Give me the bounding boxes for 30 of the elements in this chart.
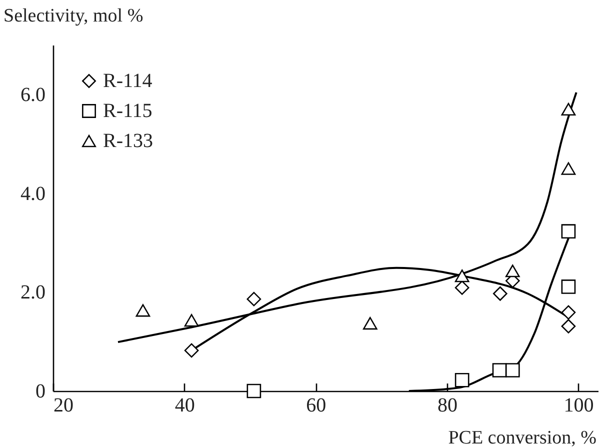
point [561, 280, 576, 294]
x-axis-title: PCE conversion, % [448, 428, 597, 447]
point [505, 264, 520, 278]
point [505, 363, 520, 378]
y-tick-label: 4.0 [20, 182, 46, 205]
x-tick-label: 60 [306, 394, 326, 416]
x-tick-label: 20 [54, 394, 74, 416]
y-tick-label: 0 [36, 380, 46, 402]
y-tick-label: 6.0 [20, 84, 46, 106]
point [561, 319, 576, 334]
legend-label: R-115 [103, 100, 152, 122]
point [184, 314, 199, 327]
point [454, 372, 470, 388]
x-tick-label: 40 [174, 394, 195, 416]
point [492, 286, 508, 301]
point [454, 270, 470, 282]
point [561, 224, 576, 239]
point [561, 102, 576, 116]
point [136, 304, 150, 317]
point [492, 363, 507, 378]
x-tick-label: 100 [564, 394, 594, 416]
x-tick-label: 80 [437, 394, 458, 416]
point [246, 384, 262, 398]
y-axis-title: Selectivity, mol % [4, 6, 144, 26]
legend-label: R-133 [103, 130, 153, 152]
point [362, 316, 378, 330]
point [561, 162, 576, 175]
y-tick-label: 2.0 [20, 282, 46, 304]
point [184, 343, 199, 358]
legend-label: R-114 [103, 70, 152, 92]
